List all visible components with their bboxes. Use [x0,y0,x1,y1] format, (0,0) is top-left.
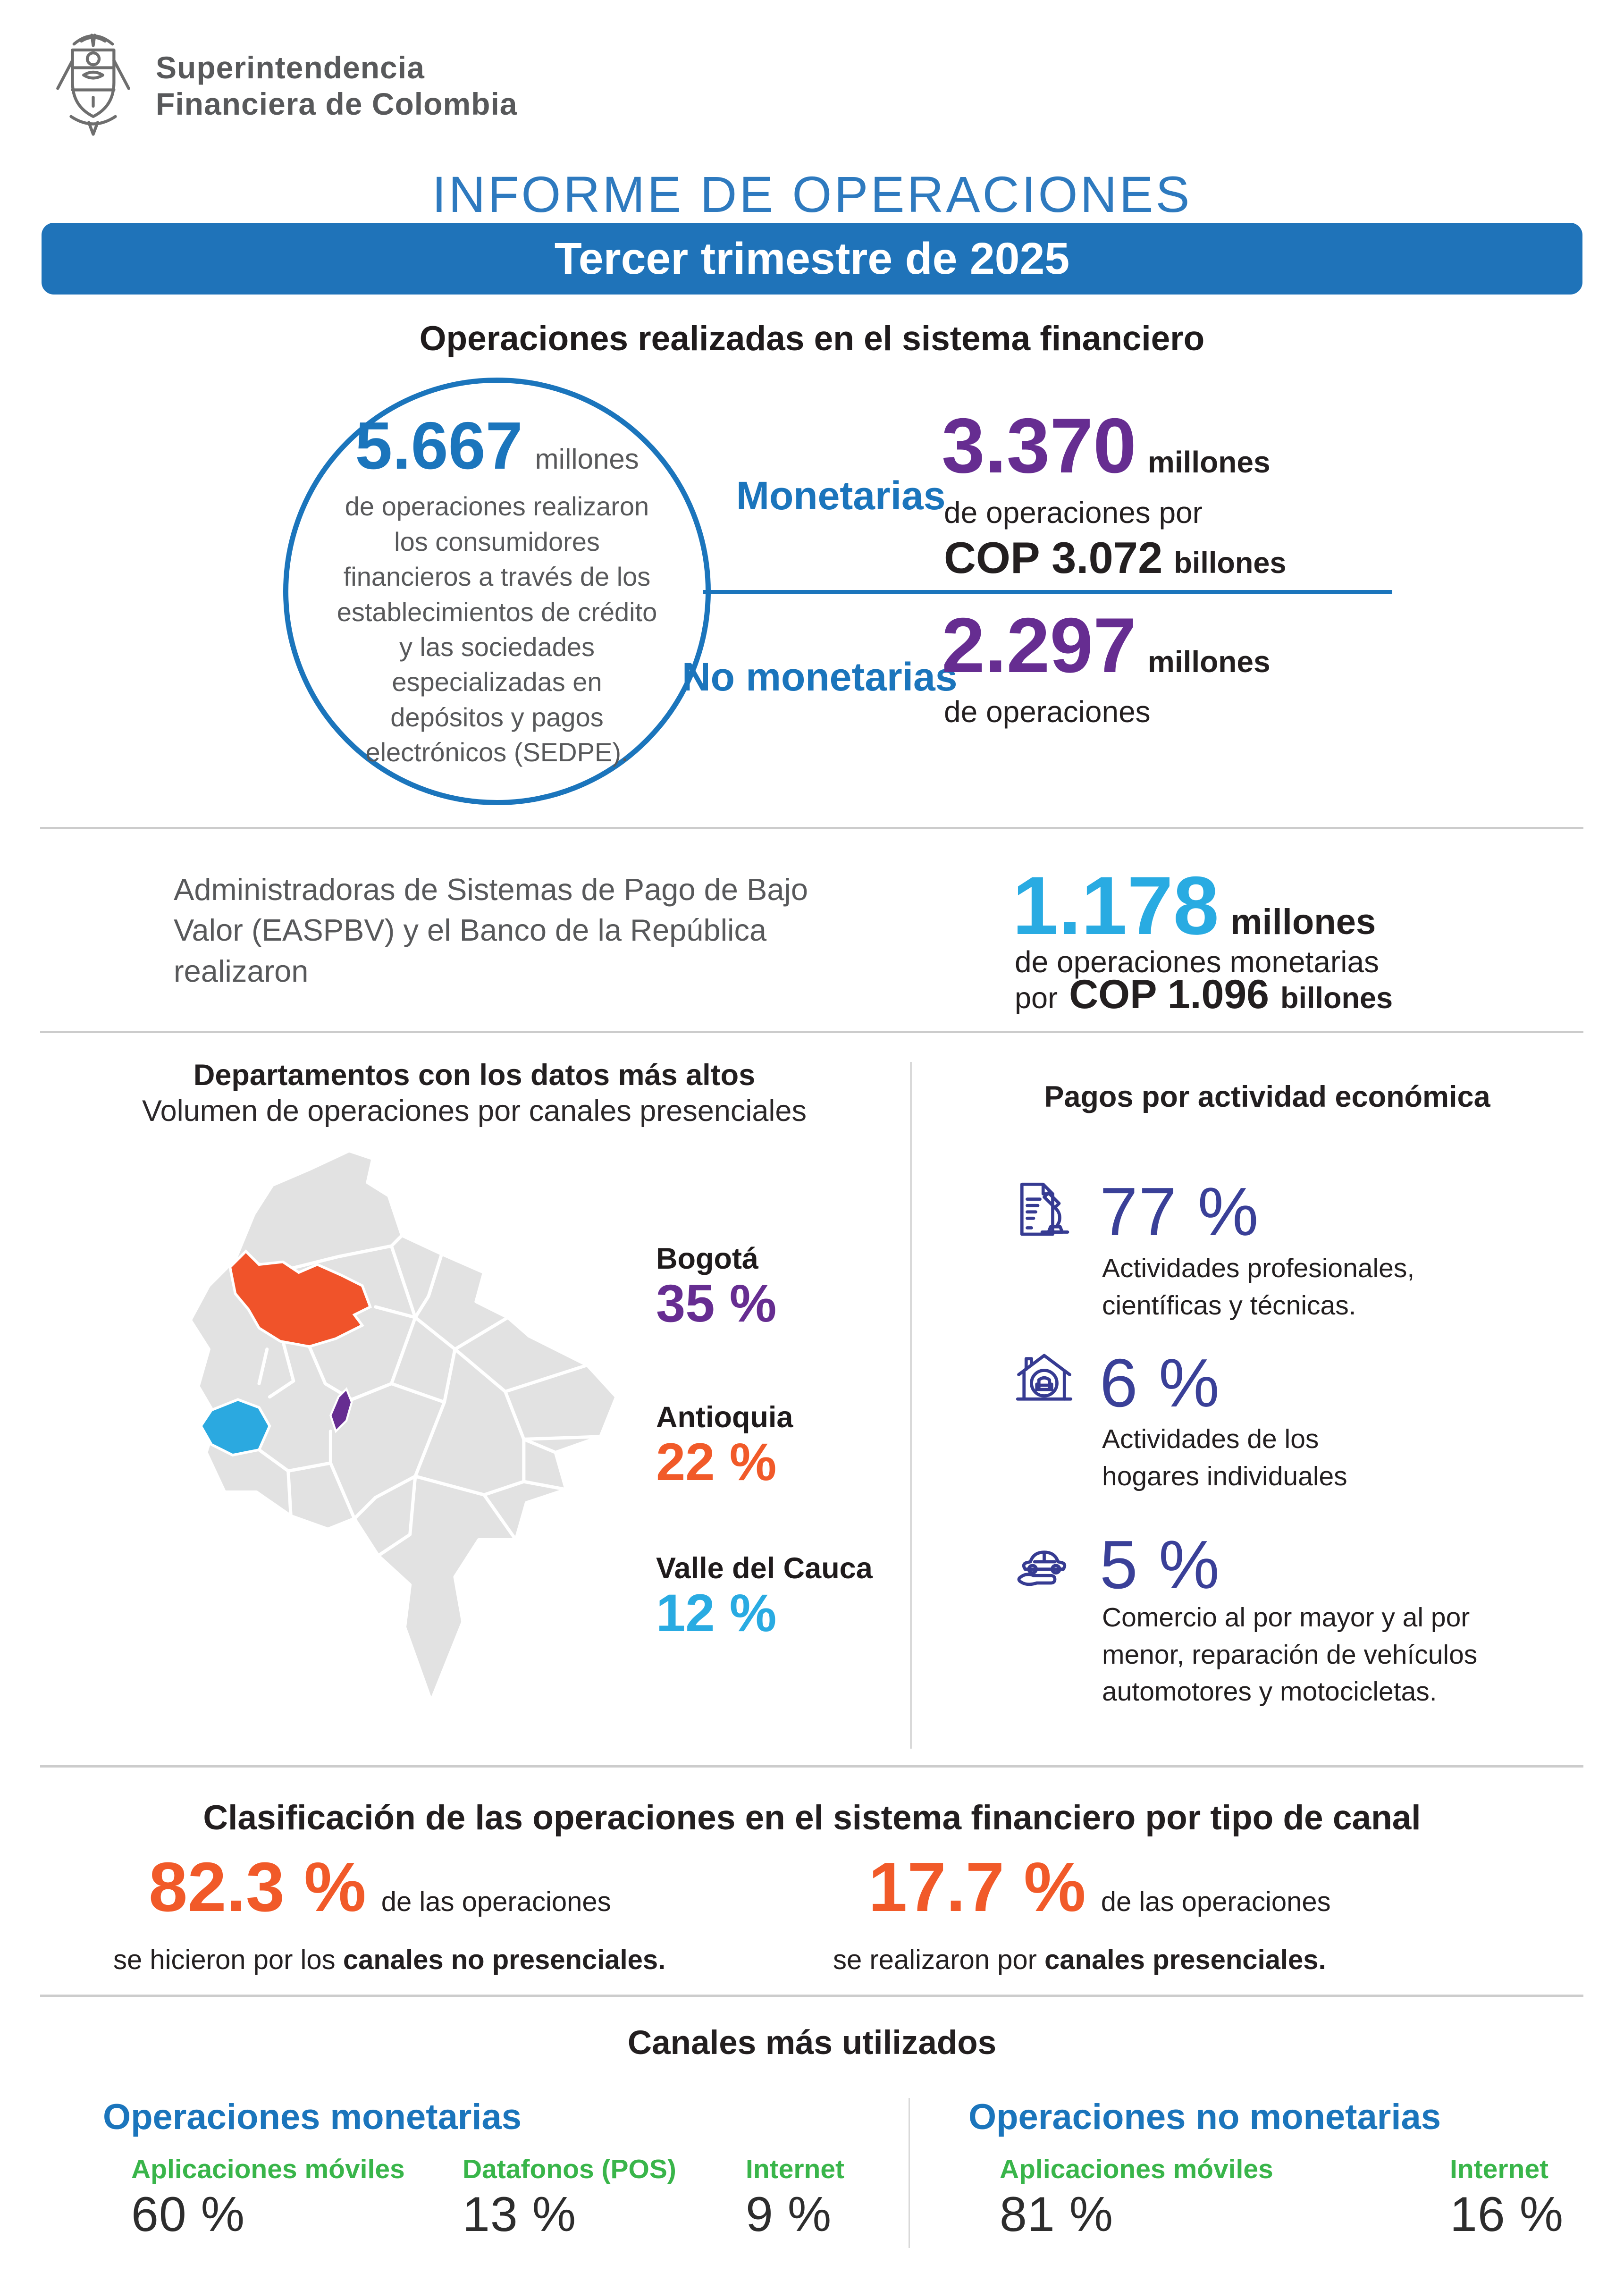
no-monetarias-number: 2.297 [942,602,1136,689]
clasificacion-no-presenciales: 82.3 % de las operaciones se hicieron po… [113,1852,665,1976]
dept-bogota-name: Bogotá [656,1242,758,1275]
branch-connector-line [703,590,1392,594]
total-operations-circle: 5.667 millones de operaciones realizaron… [283,378,711,805]
canales-title: Canales más utilizados [627,2024,997,2062]
brand-header: Superintendencia Financiera de Colombia [45,29,518,143]
divider [40,1995,1583,1997]
clasificacion-right-text: de las operaciones [1101,1886,1331,1917]
vehicle-trade-icon [1012,1532,1076,1596]
monetarias-line2: de operaciones por [944,496,1203,530]
clasificacion-right-pct: 17.7 % [868,1848,1086,1926]
dept-valle-value: 12 % [656,1583,777,1642]
map-region-valle-del-cauca [199,1398,271,1457]
clasificacion-left-pct: 82.3 % [149,1848,366,1926]
chan-mon-pos-value: 13 % [463,2187,577,2242]
total-operations-description: de operaciones realizaron los consumidor… [337,491,657,767]
divider [40,827,1583,829]
canales-no-monetarias-title: Operaciones no monetarias [968,2097,1441,2137]
easpbv-cop-unit: billones [1280,982,1393,1015]
chan-mon-apps-value: 60 % [131,2187,245,2242]
monetarias-number: 3.370 [942,402,1136,489]
clasificacion-left-row1: 82.3 % de las operaciones [113,1852,665,1922]
monetarias-unit: millones [1147,445,1271,479]
period-banner: Tercer trimestre de 2025 [42,223,1582,295]
period-banner-text: Tercer trimestre de 2025 [554,233,1070,284]
sfc-crest-logo-icon [45,29,142,143]
total-operations-unit: millones [535,443,639,475]
household-icon [1012,1347,1076,1411]
total-operations-value: 5.667 millones [355,413,639,480]
divider [40,1031,1583,1033]
research-icon [1012,1179,1076,1243]
chan-nomon-apps-label: Aplicaciones móviles [1000,2154,1273,2184]
monetarias-cop-unit: billones [1174,547,1287,580]
monetarias-cop-amount: COP 3.072 [944,533,1163,582]
no-monetarias-value: 2.297 millones [942,606,1271,684]
pagos-title: Pagos por actividad económica [1044,1080,1490,1113]
pago-item2-value: 6 % [1100,1345,1220,1421]
monetarias-label: Monetarias [736,473,946,518]
dept-bogota-value: 35 % [656,1274,777,1333]
no-monetarias-unit: millones [1147,645,1271,679]
dept-valle-name: Valle del Cauca [656,1552,873,1585]
chan-mon-pos-label: Datafonos (POS) [463,2154,676,2184]
clasificacion-presenciales: 17.7 % de las operaciones se realizaron … [833,1852,1331,1976]
chan-mon-internet-label: Internet [746,2154,845,2184]
brand-name-line1: Superintendencia [156,50,425,85]
easpbv-value: 1.178 millones [1012,865,1376,947]
clasificacion-right-row1: 17.7 % de las operaciones [833,1852,1331,1922]
pago-item1-value: 77 % [1100,1173,1260,1250]
pago-item3-value: 5 % [1100,1526,1220,1603]
map-region-antioquia [228,1249,372,1348]
clasificacion-left-prefix: se hicieron por los [113,1945,343,1975]
clasificacion-left-row2: se hicieron por los canales no presencia… [113,1944,665,1976]
canales-monetarias-title: Operaciones monetarias [103,2097,522,2137]
clasificacion-title: Clasificación de las operaciones en el s… [203,1799,1421,1837]
chan-nomon-internet-value: 16 % [1450,2187,1564,2242]
pago-item3-desc: Comercio al por mayor y al por menor, re… [1102,1602,1478,1707]
easpbv-line2: de operaciones monetarias [1015,945,1380,979]
monetarias-cop: COP 3.072 billones [944,536,1286,580]
pago-item1-desc: Actividades profesionales, científicas y… [1102,1253,1415,1321]
column-divider [910,1062,912,1749]
easpbv-por: por [1015,982,1058,1015]
colombia-map [127,1137,661,1746]
departments-title: Departamentos con los datos más altos [193,1059,756,1092]
brand-name: Superintendencia Financiera de Colombia [156,50,518,122]
total-operations-number: 5.667 [355,408,523,484]
report-title: INFORME DE OPERACIONES [432,166,1192,223]
chan-mon-internet-value: 9 % [746,2187,832,2242]
section-title-sistema: Operaciones realizadas en el sistema fin… [419,320,1205,358]
chan-mon-apps-label: Aplicaciones móviles [131,2154,405,2184]
brand-name-line2: Financiera de Colombia [156,86,518,121]
clasificacion-right-row2: se realizaron por canales presenciales. [833,1944,1331,1976]
map-region-bogota [329,1387,353,1433]
clasificacion-right-bold: canales presenciales. [1044,1945,1326,1975]
divider [40,1765,1583,1768]
easpbv-cop-amount: COP 1.096 [1069,972,1269,1017]
easpbv-description: Administradoras de Sistemas de Pago de B… [174,872,808,988]
easpbv-unit: millones [1230,902,1376,942]
no-monetarias-line2: de operaciones [944,695,1151,729]
pago-item2-desc: Actividades de los hogares individuales [1102,1424,1347,1491]
departments-subtitle: Volumen de operaciones por canales prese… [142,1094,807,1128]
dept-antioquia-value: 22 % [656,1432,777,1491]
dept-antioquia-name: Antioquia [656,1401,793,1434]
chan-nomon-internet-label: Internet [1450,2154,1549,2184]
easpbv-number: 1.178 [1012,860,1219,952]
column-divider [909,2098,910,2248]
clasificacion-right-prefix: se realizaron por [833,1945,1045,1975]
clasificacion-left-bold: canales no presenciales. [343,1945,666,1975]
no-monetarias-label: No monetarias [682,655,958,699]
monetarias-value: 3.370 millones [942,407,1271,485]
easpbv-cop: por COP 1.096 billones [1015,974,1393,1015]
chan-nomon-apps-value: 81 % [1000,2187,1114,2242]
clasificacion-left-text: de las operaciones [381,1886,611,1917]
